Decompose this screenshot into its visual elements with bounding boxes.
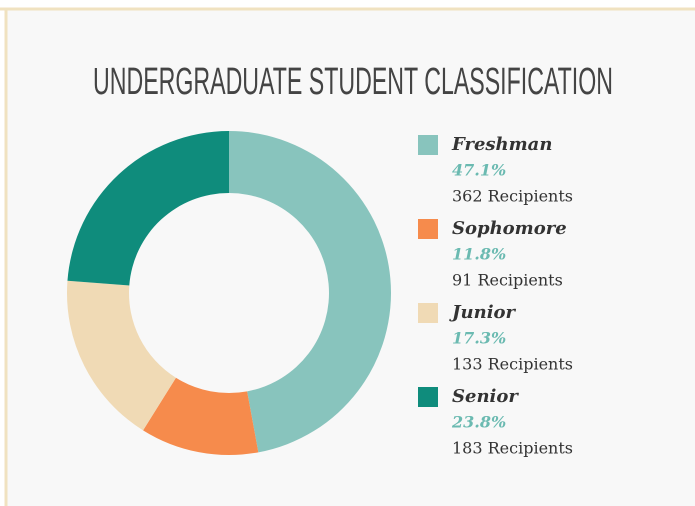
legend-swatch (418, 135, 438, 155)
legend-recipients: 183 Recipients (452, 439, 573, 458)
chart-title: UNDERGRADUATE STUDENT CLASSIFICATION (93, 61, 613, 103)
legend-percent: 23.8% (451, 413, 506, 432)
legend-name: Freshman (451, 134, 552, 155)
donut-slice (67, 131, 229, 286)
legend-swatch (418, 219, 438, 239)
legend-percent: 47.1% (452, 161, 506, 180)
legend-name: Senior (452, 386, 519, 407)
legend-recipients: 133 Recipients (452, 355, 573, 374)
donut-slice (143, 377, 259, 456)
legend-percent: 17.3% (452, 329, 506, 348)
legend-swatch (418, 303, 438, 323)
legend-recipients: 362 Recipients (452, 187, 573, 206)
legend-name: Sophomore (452, 218, 567, 239)
legend-swatch (418, 387, 438, 407)
legend-name: Junior (449, 302, 517, 323)
donut-slice (229, 131, 391, 453)
legend-recipients: 91 Recipients (452, 271, 563, 290)
donut-slice (67, 280, 176, 431)
legend-percent: 11.8% (452, 245, 506, 264)
